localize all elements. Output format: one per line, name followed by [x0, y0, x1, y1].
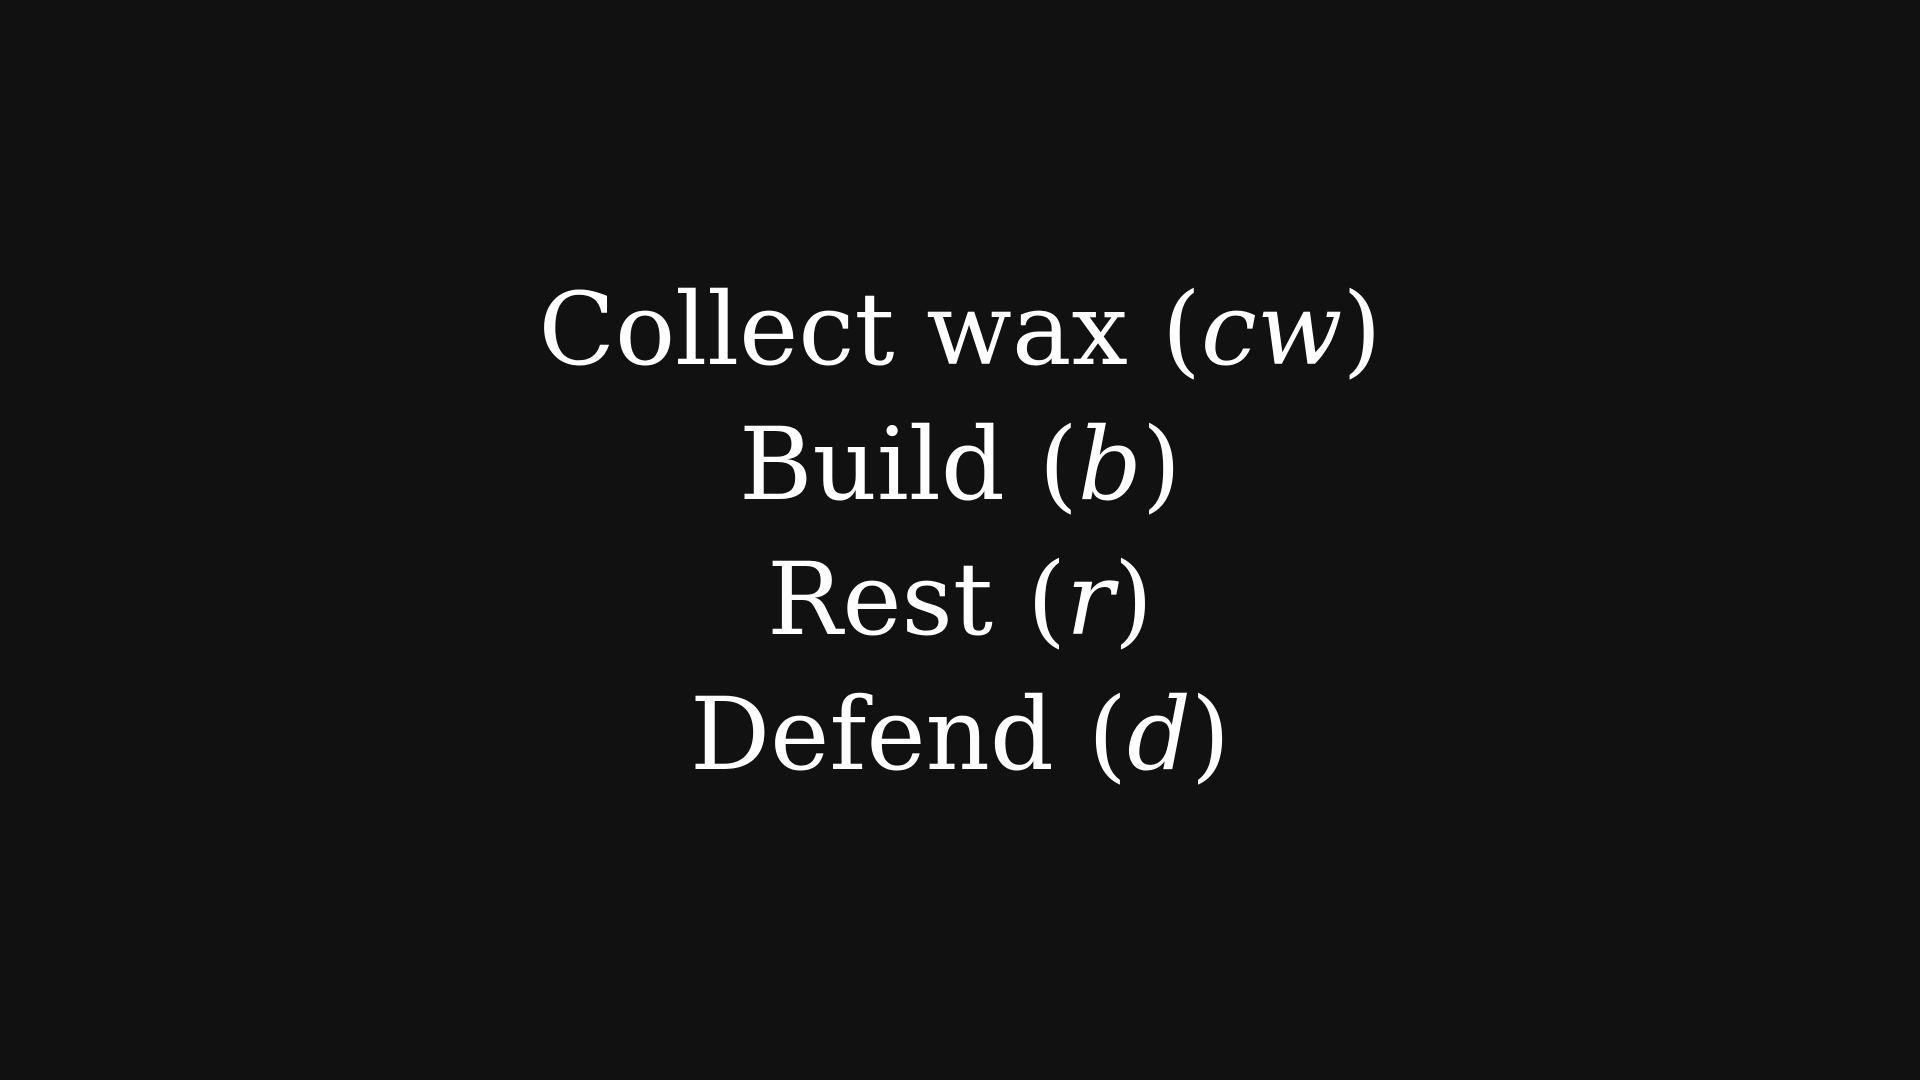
activity-label: Build — [739, 405, 1005, 523]
activity-label: Collect wax — [538, 270, 1128, 388]
activity-defend: Defend (d) — [689, 675, 1230, 793]
activity-label: Rest — [767, 540, 994, 658]
activity-collect-wax: Collect wax (cw) — [538, 270, 1382, 388]
activity-list: Collect wax (cw) Build (b) Rest (r) Defe… — [0, 262, 1920, 802]
activity-symbol: r — [1066, 540, 1114, 658]
activity-symbol: cw — [1200, 270, 1343, 388]
activity-symbol: b — [1077, 405, 1142, 523]
activity-label: Defend — [689, 675, 1054, 793]
activity-build: Build (b) — [739, 405, 1181, 523]
activity-symbol: d — [1126, 675, 1191, 793]
activity-rest: Rest (r) — [767, 540, 1153, 658]
